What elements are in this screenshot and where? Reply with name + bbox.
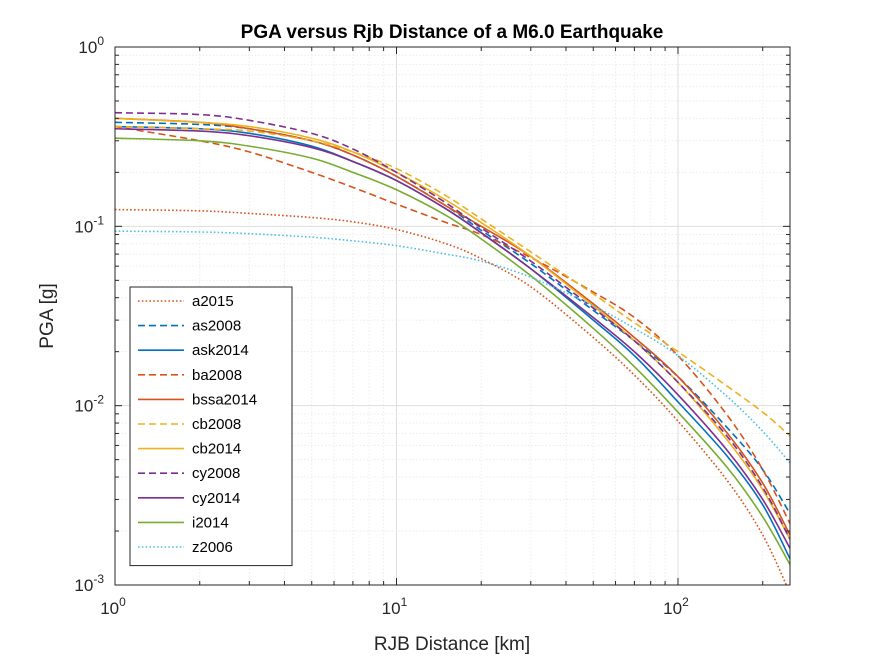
y-tick-label: 10-1 [74, 213, 104, 236]
series-layer [115, 111, 790, 585]
x-tick-label: 100 [100, 595, 126, 618]
legend-label-bssa2014: bssa2014 [192, 391, 257, 408]
legend-label-as2008: as2008 [192, 318, 241, 335]
series-line-ba2008 [115, 125, 790, 524]
legend: a2015 as2008 ask2014 ba2008 bssa2014 cb2008 cb… [129, 286, 293, 567]
legend-label-cy2008: cy2008 [192, 465, 240, 482]
series-line-i2014 [115, 137, 790, 565]
series-line-bssa2014 [115, 117, 790, 536]
ticks [114, 46, 790, 586]
legend-label-cy2014: cy2014 [192, 490, 240, 507]
series-line-cb2008 [115, 125, 790, 437]
legend-label-cb2014: cb2014 [192, 441, 241, 458]
y-tick-label: 10-2 [74, 393, 104, 416]
legend-label-ba2008: ba2008 [192, 367, 242, 384]
series-line-as2008 [115, 121, 790, 515]
series-line-a2015 [115, 208, 788, 585]
series-line-cy2008 [115, 111, 790, 540]
legend-label-cb2008: cb2008 [192, 416, 241, 433]
legend-label-a2015: a2015 [192, 293, 234, 310]
series-line-z2006 [115, 230, 790, 464]
y-tick-label: 10-3 [74, 572, 104, 595]
legend-label-i2014: i2014 [192, 514, 229, 531]
axes-box [114, 46, 791, 586]
legend-box [129, 286, 293, 567]
x-tick-label: 101 [382, 595, 408, 618]
y-axis-label: PGA [g] [37, 283, 58, 348]
series-line-cy2014 [115, 127, 790, 549]
chart-title: PGA versus Rjb Distance of a M6.0 Earthq… [241, 22, 664, 43]
series-line-cb2014 [115, 117, 790, 540]
x-axis-label: RJB Distance [km] [374, 634, 530, 655]
legend-label-ask2014: ask2014 [192, 342, 249, 359]
y-tick-label: 100 [78, 34, 104, 57]
x-tick-label: 102 [663, 595, 689, 618]
legend-label-z2006: z2006 [192, 539, 233, 556]
tick-labels: 100 101 102 10-3 10-2 10-1 100 [74, 34, 689, 618]
